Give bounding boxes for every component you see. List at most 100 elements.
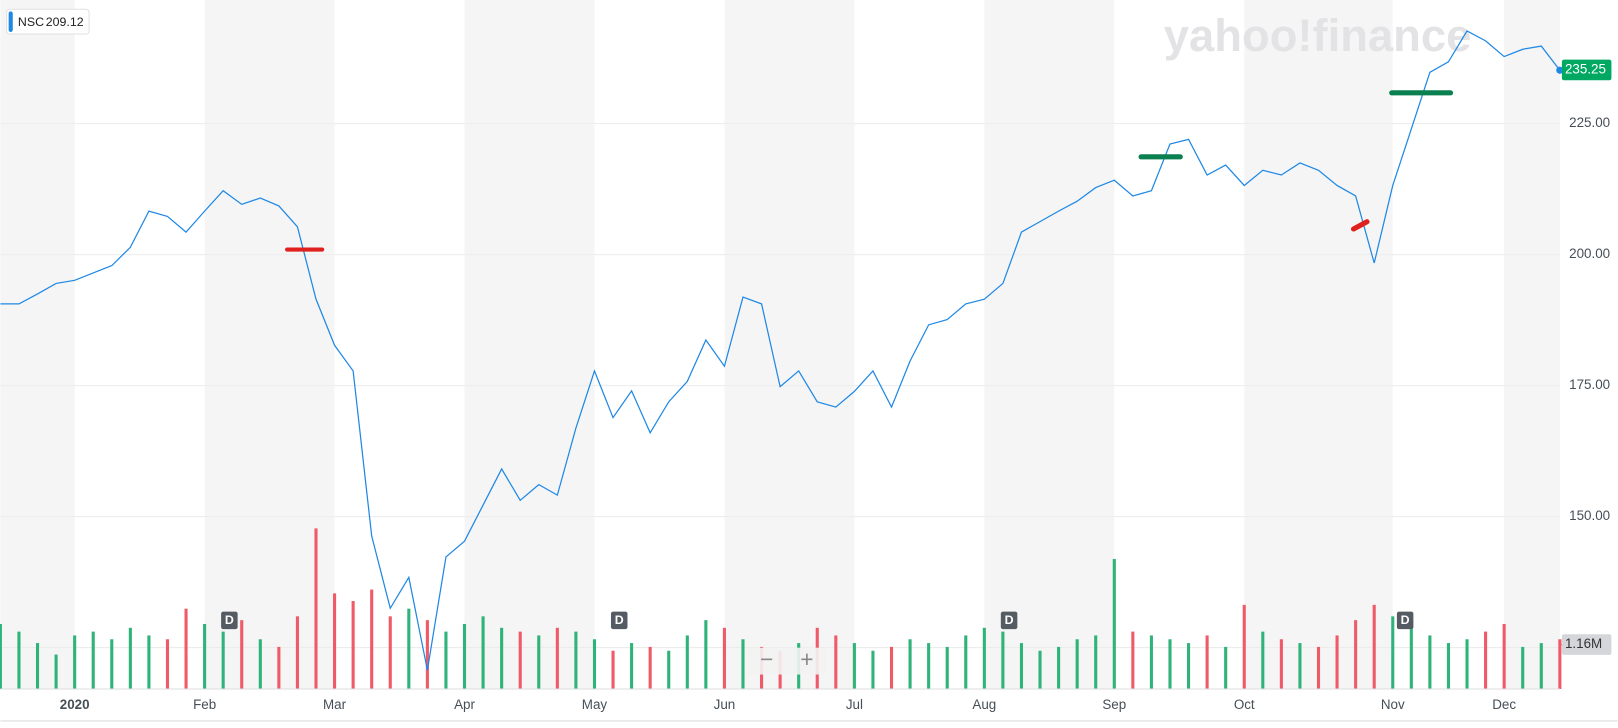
dividend-label: D [1401, 613, 1410, 627]
last-price-box [1561, 59, 1612, 81]
volume-bar [1112, 558, 1116, 689]
volume-bar [1539, 643, 1543, 689]
watermark: yahoo!finance [1164, 10, 1472, 61]
volume-bar [1019, 643, 1024, 689]
zoom-in[interactable]: + [800, 646, 813, 672]
volume-bar [1131, 631, 1135, 689]
volume-bar [592, 639, 597, 689]
volume-bar [908, 639, 912, 689]
volume-bar [1075, 639, 1079, 689]
volume-bar [555, 627, 559, 689]
volume-bar [35, 643, 40, 689]
volume-bar [314, 528, 318, 689]
legend-box [6, 8, 90, 35]
volume-bar [54, 654, 58, 689]
volume-bar [889, 646, 894, 689]
volume-bar [0, 623, 2, 689]
volume-bar [667, 650, 671, 689]
last-point [1556, 66, 1564, 74]
month-band [1244, 0, 1393, 689]
volume-bar [333, 593, 337, 689]
volume-bar [1316, 646, 1321, 689]
x-tick-label: Dec [1492, 697, 1516, 712]
volume-bar [240, 620, 244, 689]
volume-bar [277, 646, 281, 689]
price-line [0, 30, 1561, 671]
volume-bar [1465, 639, 1469, 689]
volume-bar [1335, 635, 1339, 689]
volume-bar [500, 627, 504, 689]
volume-bar [1094, 635, 1098, 689]
volume-bar [407, 608, 411, 689]
dividend-badge [1000, 611, 1018, 630]
x-tick-label: Jul [846, 697, 863, 712]
x-tick-label: Oct [1234, 697, 1255, 712]
volume-bar [128, 627, 132, 689]
volume-bar [1298, 643, 1302, 689]
volume-bar [1224, 646, 1228, 689]
volume-bar [258, 639, 262, 689]
dividend-badge [221, 611, 238, 630]
y-tick-label: 225.00 [1569, 115, 1610, 130]
volume-tick-box [1561, 634, 1612, 655]
volume-bar [1001, 631, 1005, 689]
x-tick-label: Jun [714, 697, 736, 712]
month-band [0, 0, 75, 689]
volume-bar [1521, 646, 1525, 689]
volume-bar [221, 631, 225, 689]
month-band [724, 0, 855, 689]
labels: 125.00150.00175.00200.00225.002020FebMar… [60, 59, 1612, 712]
volume-bar [110, 639, 114, 689]
volume-bar [17, 631, 21, 689]
volume-bar [1038, 650, 1042, 689]
volume-bar [611, 650, 615, 689]
volume-bar [1187, 643, 1191, 689]
month-band [464, 0, 595, 689]
x-tick-label: Aug [972, 697, 996, 712]
zoom-box [748, 647, 827, 675]
legend: NSC 209.12 [6, 8, 90, 35]
dividend-label: D [225, 613, 234, 627]
volume-bar [462, 623, 467, 689]
volume-bar [630, 643, 634, 689]
volume-bar [295, 616, 299, 689]
volume-bar [1279, 639, 1283, 689]
volume-bar [574, 631, 578, 689]
volume-bar [1428, 635, 1432, 689]
legend-value: 209.12 [46, 15, 84, 29]
legend-swatch [8, 11, 13, 32]
volume-bar [370, 589, 374, 689]
month-band [1504, 0, 1560, 689]
y-tick-label: 150.00 [1569, 508, 1610, 523]
month-band [984, 0, 1115, 689]
volume-bar [165, 639, 170, 689]
x-tick-label: Feb [193, 697, 216, 712]
volume-bar [1168, 639, 1172, 689]
volume-bar [73, 635, 77, 689]
dividend-badge [610, 611, 628, 630]
x-tick-label: Nov [1381, 697, 1405, 712]
volume-bar [982, 627, 986, 689]
x-tick-label: Apr [454, 697, 475, 712]
volume-bar [444, 631, 448, 689]
dividend-label: D [615, 613, 624, 627]
month-band [204, 0, 335, 689]
volume-bar [1484, 631, 1488, 689]
volume-bar [852, 643, 856, 689]
volume-bar [834, 635, 838, 689]
zoom-out[interactable]: − [760, 646, 773, 672]
volume-bar [184, 608, 188, 689]
x-tick-label: Mar [323, 697, 347, 712]
plot [0, 30, 1564, 671]
volume-bar [964, 635, 968, 689]
volume-bar [518, 631, 522, 689]
volume-bar [1558, 639, 1562, 689]
x-tick-label: Sep [1102, 697, 1126, 712]
volume-bar [388, 616, 392, 689]
y-tick-label: 200.00 [1569, 246, 1610, 261]
volume-bar [741, 639, 745, 689]
volume-bar [722, 627, 726, 689]
legend-symbol: NSC [18, 15, 44, 29]
volume-bar [91, 631, 95, 689]
volume-bar [648, 646, 652, 689]
